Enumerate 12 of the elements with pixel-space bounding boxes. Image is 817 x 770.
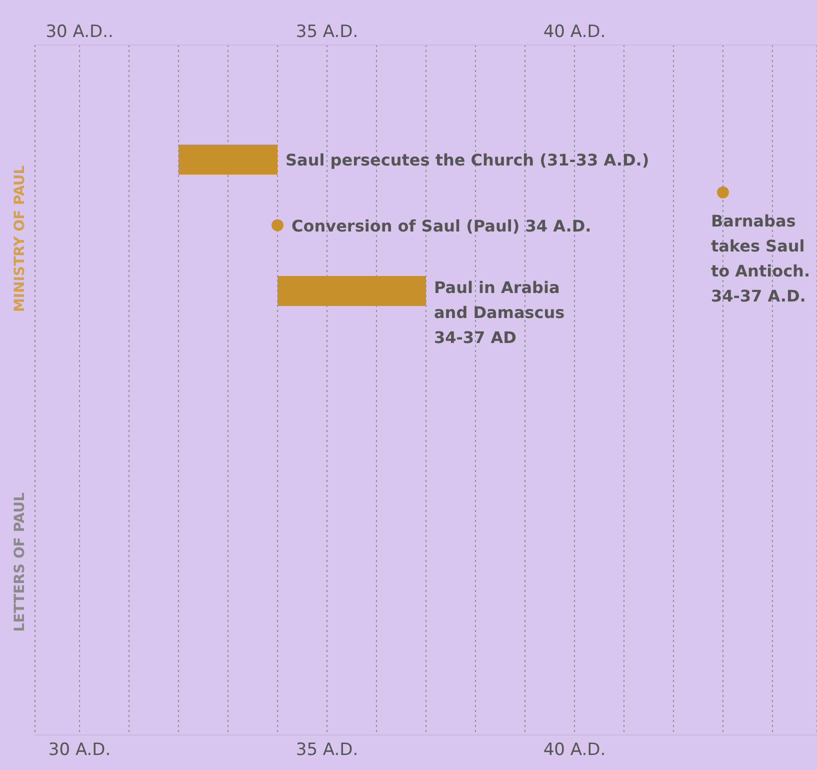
data-label: Saul persecutes the Church (31-33 A.D.) [286, 150, 650, 170]
x2-tick-label: 30 A.D.. [46, 22, 114, 42]
data-label: Paul in Arabia and Damascus 34-37 AD [434, 278, 565, 347]
data-label: Conversion of Saul (Paul) 34 A.D. [292, 216, 592, 236]
data-label: Barnabas takes Saul to Antioch. 34-37 A.D. [710, 211, 810, 306]
x-tick-label: 30 A.D. [48, 740, 111, 760]
x2-tick-label: 35 A.D. [296, 22, 358, 42]
text: MINISTRY OF PAUL [12, 165, 28, 312]
x-tick-label: 40 A.D. [543, 740, 606, 760]
x-tick-label: 35 A.D. [296, 740, 358, 760]
x2-tick-label: 40 A.D. [543, 22, 606, 42]
text: LETTERS OF PAUL [12, 492, 28, 632]
